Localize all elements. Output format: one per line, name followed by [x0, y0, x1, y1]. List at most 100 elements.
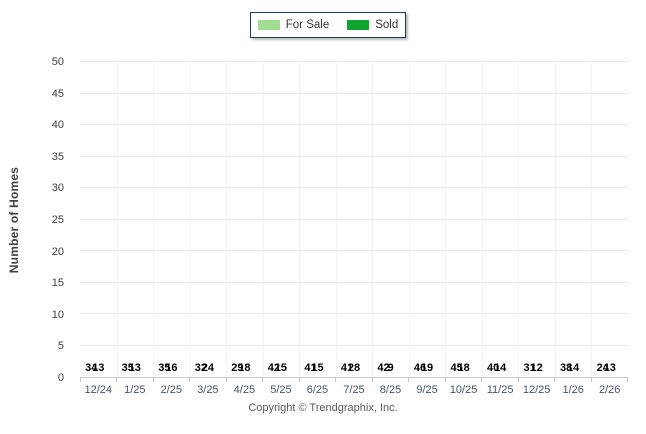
for-sale-value-label: 31	[523, 362, 536, 374]
for-sale-value-label: 42	[377, 362, 390, 374]
for-sale-swatch-icon	[257, 20, 280, 30]
sold-value-label: 19	[420, 362, 434, 374]
vertical-gridline	[591, 62, 593, 377]
x-tick-mark	[154, 378, 191, 382]
x-tick-mark	[80, 378, 118, 382]
bar-group-1/25: 35 13	[117, 62, 154, 377]
y-axis-tick-labels: 0 5 10 15 20 25 30 35 40 45 50	[0, 56, 72, 384]
copyright-text: Copyright © Trendgraphix, Inc.	[248, 402, 398, 414]
vertical-gridline	[262, 62, 264, 377]
bar-group-12/24: 34 13	[80, 62, 117, 377]
x-tick-label-1/26: 1/26	[562, 384, 584, 396]
bar-group-8/25: 42 9	[372, 62, 409, 377]
for-sale-value-label: 40	[486, 362, 500, 374]
for-sale-value-label: 42	[267, 362, 281, 374]
bar-group-3/25: 32 24	[190, 62, 227, 377]
sold-value-label: 9	[387, 362, 394, 374]
x-tick-label-7/25: 7/25	[343, 384, 365, 396]
gridline-40	[80, 124, 628, 125]
gridline-10	[80, 313, 628, 314]
vertical-gridline	[299, 62, 301, 377]
x-tick-mark	[263, 378, 300, 382]
bar-group-12/25: 31 12	[518, 62, 555, 377]
for-sale-value-label: 46	[413, 362, 427, 374]
y-tick-label-35: 35	[51, 150, 64, 163]
sold-value-label: 16	[165, 362, 178, 374]
vertical-gridline	[408, 62, 410, 377]
sold-swatch-icon	[347, 20, 370, 30]
y-tick-label-5: 5	[57, 340, 64, 353]
sold-value-label: 14	[493, 362, 507, 374]
y-tick-label-15: 15	[51, 277, 64, 290]
x-tick-label-4/25: 4/25	[233, 384, 256, 396]
plot-area: 34 13 35 13 35 16 32 24 29 18 42 15 41 15 41 28 42 9 46 19 4…	[80, 61, 628, 378]
vertical-gridline	[335, 62, 337, 377]
gridline-30	[80, 187, 628, 188]
sold-value-label: 13	[603, 362, 616, 374]
sold-value-label: 18	[457, 362, 470, 374]
x-tick-label-1/25: 1/25	[124, 384, 146, 396]
x-tick-mark	[409, 378, 446, 382]
bar-group-2/25: 35 16	[153, 62, 190, 377]
vertical-gridline	[518, 62, 520, 377]
y-tick-label-40: 40	[51, 119, 64, 132]
gridline-5	[80, 344, 628, 346]
x-tick-label-11/25: 11/25	[486, 384, 514, 396]
x-tick-label-8/25: 8/25	[379, 384, 402, 396]
for-sale-value-label: 45	[450, 362, 463, 374]
sold-value-label: 15	[274, 362, 288, 374]
bar-group-11/25: 40 14	[482, 62, 519, 377]
vertical-gridline	[226, 62, 228, 377]
sold-value-label: 12	[530, 362, 543, 374]
vertical-gridline	[481, 62, 483, 377]
vertical-gridline	[372, 62, 374, 377]
bar-group-10/25: 45 18	[445, 62, 482, 377]
sold-value-label: 18	[238, 362, 251, 374]
x-tick-label-5/25: 5/25	[270, 384, 292, 396]
x-tick-label-10/25: 10/25	[449, 384, 478, 396]
for-sale-value-label: 24	[596, 362, 609, 374]
vertical-gridline	[554, 62, 556, 377]
gridline-25	[80, 218, 628, 220]
for-sale-value-label: 41	[340, 362, 354, 374]
vertical-gridline	[445, 62, 447, 377]
sold-value-label: 15	[311, 362, 324, 374]
bar-group-6/25: 41 15	[299, 62, 336, 377]
y-tick-label-25: 25	[51, 214, 64, 226]
bar-group-2/26: 24 13	[591, 62, 628, 377]
x-tick-label-9/25: 9/25	[416, 384, 438, 396]
x-tick-label-6/25: 6/25	[306, 384, 329, 396]
x-tick-mark	[592, 378, 629, 382]
x-tick-mark	[117, 378, 154, 382]
gridline-45	[80, 92, 628, 94]
vertical-gridline	[189, 62, 191, 377]
bar-group-9/25: 46 19	[409, 62, 446, 377]
x-tick-label-3/25: 3/25	[197, 384, 219, 396]
gridline-35	[80, 155, 628, 157]
legend-label-for-sale: For Sale	[285, 19, 330, 31]
x-tick-mark	[227, 378, 264, 382]
sold-value-label: 13	[128, 362, 141, 374]
gridline-15	[80, 281, 628, 283]
y-tick-label-45: 45	[51, 87, 64, 100]
for-sale-value-label: 32	[194, 362, 207, 374]
x-tick-mark	[482, 378, 519, 382]
x-tick-mark	[519, 378, 556, 382]
bar-group-7/25: 41 28	[336, 62, 373, 377]
sold-value-label: 13	[92, 362, 105, 374]
legend-item-for-sale: For Sale	[257, 19, 330, 31]
x-tick-mark	[555, 378, 592, 382]
x-tick-label-12/24: 12/24	[84, 384, 113, 396]
x-tick-label-2/25: 2/25	[160, 384, 183, 396]
for-sale-value-label: 34	[85, 362, 98, 374]
x-axis-ticks	[80, 378, 629, 382]
legend-item-sold: Sold	[347, 19, 398, 31]
gridline-20	[80, 250, 628, 251]
gridlines	[80, 61, 628, 377]
bar-group-4/25: 29 18	[226, 62, 263, 377]
x-tick-label-2/26: 2/26	[598, 384, 621, 396]
for-sale-value-label: 41	[304, 362, 317, 374]
for-sale-value-label: 29	[231, 362, 244, 374]
x-tick-mark	[336, 378, 373, 382]
bar-group-5/25: 42 15	[263, 62, 300, 377]
